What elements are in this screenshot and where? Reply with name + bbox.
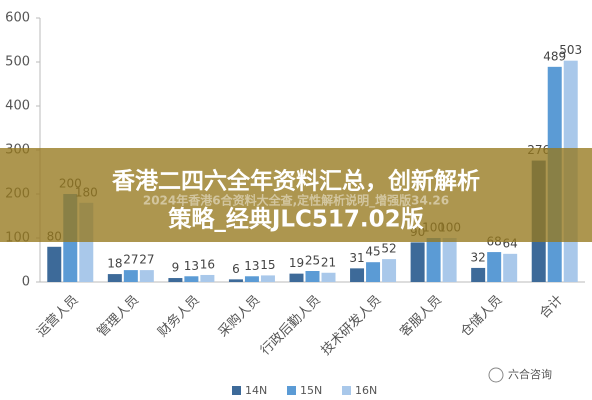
bar <box>426 238 441 282</box>
bar <box>47 246 62 282</box>
bar <box>168 278 183 282</box>
data-label: 16 <box>200 257 215 271</box>
legend-swatch <box>342 386 351 395</box>
data-label: 503 <box>559 43 582 57</box>
bar <box>503 253 518 282</box>
data-label: 52 <box>381 242 396 256</box>
bar <box>410 242 425 282</box>
data-label: 13 <box>184 259 199 273</box>
bar <box>200 274 215 282</box>
banner <box>0 148 592 242</box>
data-label: 31 <box>349 251 364 265</box>
x-tick-label: 仓储人员 <box>458 293 505 340</box>
legend-swatch <box>232 386 241 395</box>
x-tick-label: 管理人员 <box>95 293 142 340</box>
banner-title: 香港二四六全年资料汇总，创新解析 <box>112 168 480 195</box>
y-tick-label: 400 <box>5 99 30 114</box>
data-label: 18 <box>107 257 122 271</box>
data-label: 19 <box>289 256 304 270</box>
bar <box>139 270 154 282</box>
watermark: 2024年香港6合资料大全查,定性解析说明_增强版34.26 <box>143 193 449 209</box>
bar <box>123 270 138 282</box>
data-label: 489 <box>543 49 566 63</box>
legend-label: 15N <box>300 384 322 397</box>
data-label: 45 <box>365 245 380 259</box>
data-label: 25 <box>305 254 320 268</box>
data-label: 13 <box>244 259 259 273</box>
bar <box>471 267 486 282</box>
x-tick-label: 运营人员 <box>34 293 81 340</box>
bar <box>289 273 304 282</box>
legend-swatch <box>287 386 296 395</box>
bar <box>442 238 457 282</box>
bar <box>244 276 259 282</box>
logo-text: 六合咨询 <box>508 367 552 381</box>
data-label: 27 <box>139 253 154 267</box>
x-tick-label: 客服人员 <box>397 292 445 340</box>
data-label: 32 <box>471 250 486 264</box>
bar <box>350 268 365 282</box>
bar <box>184 276 199 282</box>
data-label: 15 <box>260 258 275 272</box>
data-label: 6 <box>232 262 240 276</box>
y-tick-label: 500 <box>5 55 30 70</box>
x-tick-label: 财务人员 <box>155 292 203 340</box>
x-tick-label: 行政后勤人员 <box>258 293 324 359</box>
legend-label: 16N <box>355 384 377 397</box>
data-label: 21 <box>321 255 336 269</box>
bar <box>305 271 320 282</box>
bar <box>260 275 275 282</box>
y-tick-label: 0 <box>22 275 30 290</box>
bar <box>366 262 381 282</box>
bar <box>107 274 122 282</box>
bar <box>382 259 397 282</box>
x-tick-label: 技术研发人员 <box>318 292 384 358</box>
logo-icon <box>488 367 504 383</box>
data-label: 9 <box>172 261 180 275</box>
legend-label: 14N <box>245 384 267 397</box>
banner-subtitle: 策略_经典JLC517.02版 <box>168 206 423 233</box>
bar <box>487 252 502 282</box>
data-label: 27 <box>123 253 138 267</box>
x-tick-label: 采购人员 <box>215 292 263 340</box>
x-tick-label: 合计 <box>537 293 566 322</box>
bar <box>321 272 336 282</box>
bar <box>228 279 243 282</box>
legend: 14N 15N 16N <box>232 384 377 397</box>
y-tick-label: 600 <box>5 11 30 26</box>
